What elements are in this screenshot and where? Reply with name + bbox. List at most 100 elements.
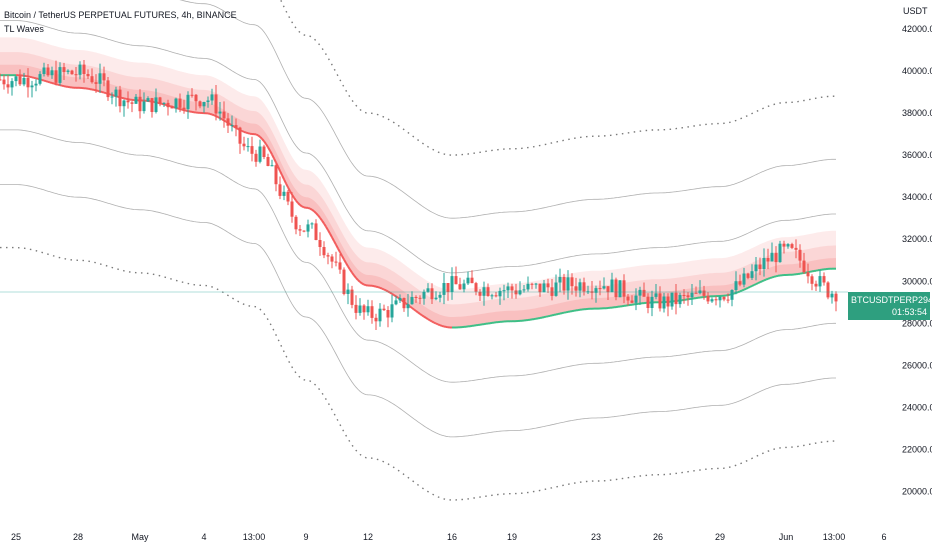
candle-body [314,223,318,240]
time-tick-label: 28 [73,532,83,542]
candle-body [670,292,674,307]
wave-segment [285,182,289,188]
candle-body [826,282,830,298]
candle-body [274,165,278,185]
candle-body [22,78,26,85]
candle-body [658,293,662,309]
candle-body [174,98,178,109]
wave-segment [343,259,347,264]
candle-body [734,281,738,290]
wave-segment [279,170,283,176]
wave-segment [373,285,377,288]
candle-body [794,247,798,250]
candle-body [78,64,82,75]
candle-body [194,94,198,102]
wave-segment [415,310,419,314]
candle-body [614,279,618,298]
candle-body [822,276,826,283]
price-tag-symbol: BTCUSDTPERP [851,295,919,305]
price-tick-label: 24000.0 [902,402,932,412]
wave-segment [431,320,435,324]
wave-segment [317,214,321,219]
candle-body [434,297,438,300]
indicator-label[interactable]: TL Waves [4,24,44,34]
candle-body [366,306,370,313]
candle-body [138,96,142,112]
candle-body [426,288,430,292]
candle-body [654,293,658,297]
candle-body [582,282,586,292]
price-tick-label: 34000.0 [902,192,932,202]
candle-body [538,283,542,293]
wave-segment [375,285,379,289]
wave-segment [745,286,749,290]
candle-body [34,83,38,86]
candlesticks [0,60,838,330]
candle-body [246,146,250,148]
wave-segment [747,286,751,289]
candle-body [38,74,42,84]
price-tick-label: 38000.0 [902,108,932,118]
candle-body [770,252,774,262]
candle-body [714,299,718,301]
candle-body [682,295,686,296]
candle-body [622,280,626,297]
candle-body [394,300,398,305]
candle-body [182,107,186,110]
wave-segment [541,316,545,319]
wave-segment [45,80,49,83]
wave-segment [299,204,303,208]
candle-body [286,191,290,202]
wave-segment [425,317,429,321]
wave-segment [771,275,775,279]
wave-segment [767,277,771,280]
wave-segment [43,79,47,83]
candle-body [650,296,654,308]
candle-body [790,244,794,248]
wave-segment [309,207,313,211]
inner-band-line [0,184,836,438]
wave-segment [357,279,361,283]
candle-body [606,286,610,293]
wave-segment [315,212,319,216]
price-tick-label: 42000.0 [902,24,932,34]
candle-body [262,146,266,157]
wave-segment [361,282,365,286]
wave-segment [391,292,395,296]
wave-segment [271,153,275,159]
candle-body [510,286,514,291]
wave-segment [275,162,279,168]
candle-body [802,260,806,273]
wave-segment [267,146,271,152]
wave-segment [257,134,261,138]
candle-body [478,291,482,296]
wave-segment [383,288,387,292]
time-tick-label: May [131,532,149,542]
wave-segment [751,284,755,287]
candle-body [598,288,602,290]
candle-body [710,299,714,302]
candle-body [118,89,122,107]
candle-body [642,289,646,297]
candle-body [146,98,150,102]
candle-body [442,283,446,295]
candle-body [26,78,30,88]
time-tick-label: 29 [715,532,725,542]
wave-segment [351,272,355,276]
candle-body [2,79,6,85]
wave-segment [333,240,337,246]
wave-segment [209,112,213,116]
candle-body [382,308,386,311]
wave-cloud-layer [0,37,836,328]
candle-body [62,67,66,72]
candle-body [318,240,322,247]
candle-body [726,299,730,301]
candle-body [550,287,554,296]
wave-segment [769,276,773,280]
candle-body [294,216,298,230]
wave-segment [419,313,423,317]
time-tick-label: 26 [653,532,663,542]
candle-body [0,79,2,81]
